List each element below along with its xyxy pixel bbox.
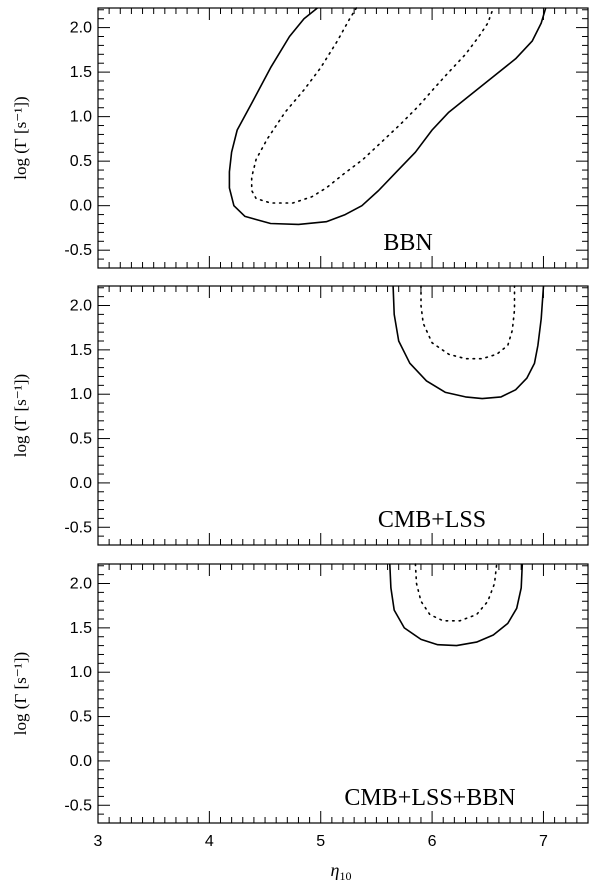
y-tick-label: -0.5 <box>64 242 92 259</box>
plot-frame <box>97 7 589 269</box>
x-tick-label: 5 <box>316 833 325 850</box>
y-tick-label: 1.0 <box>70 664 92 681</box>
y-tick-label: 1.5 <box>70 64 92 81</box>
shared-x-axis: 3 4 5 6 7 <box>94 833 548 850</box>
contour-outer-solid <box>228 7 547 226</box>
x-axis-label: η10 <box>331 860 352 881</box>
y-tick-label: 1.0 <box>70 386 92 403</box>
y-tick-label: 0.5 <box>70 709 92 726</box>
contour-inner-dotted <box>414 563 498 622</box>
panel-1: -0.5 0.0 0.5 1.0 1.5 2.0 BBN log (Γ [s⁻¹]) <box>11 7 589 269</box>
panel-label: CMB+LSS+BBN <box>344 785 515 811</box>
x-tick-label: 7 <box>539 833 548 850</box>
x-tick-label: 6 <box>428 833 437 850</box>
panel-2: -0.5 0.0 0.5 1.0 1.5 2.0 CMB+LSS log (Γ [s⁻¹]) <box>11 285 589 546</box>
y-tick-label: 1.5 <box>70 620 92 637</box>
panel-3: -0.5 0.0 0.5 1.0 1.5 2.0 CMB+LSS+BBN log (Γ [s⁻… <box>11 563 589 824</box>
contour-outer-solid <box>392 285 545 400</box>
y-tick-label: 0.5 <box>70 153 92 170</box>
x-tick-label: 3 <box>94 833 103 850</box>
y-tick-label: 2.0 <box>70 20 92 37</box>
y-tick-label: -0.5 <box>64 519 92 536</box>
y-tick-label: 0.0 <box>70 475 92 492</box>
y-tick-label: 1.5 <box>70 342 92 359</box>
y-tick-label: 0.5 <box>70 431 92 448</box>
panel-label: CMB+LSS <box>378 507 486 533</box>
chart-panels: -0.5 0.0 0.5 1.0 1.5 2.0 BBN log (Γ [s⁻¹]) -0.5 0… <box>11 7 589 824</box>
y-tick-label: 1.0 <box>70 109 92 126</box>
y-axis-label: log (Γ [s⁻¹]) <box>11 96 30 179</box>
contour-inner-dotted <box>250 7 495 204</box>
x-tick-label: 4 <box>205 833 214 850</box>
x-axis-label-subscript: 10 <box>339 869 351 881</box>
y-tick-label: 2.0 <box>70 576 92 593</box>
panel-label: BBN <box>383 230 432 256</box>
y-tick-label: -0.5 <box>64 797 92 814</box>
y-axis-label: log (Γ [s⁻¹]) <box>11 374 30 457</box>
y-tick-label: 2.0 <box>70 298 92 315</box>
y-axis-label: log (Γ [s⁻¹]) <box>11 652 30 735</box>
contour-outer-solid <box>389 563 524 647</box>
x-axis-label-symbol: η <box>331 860 340 880</box>
contour-inner-dotted <box>420 285 516 360</box>
y-tick-label: 0.0 <box>70 753 92 770</box>
plot-frame <box>97 285 589 546</box>
y-tick-label: 0.0 <box>70 198 92 215</box>
